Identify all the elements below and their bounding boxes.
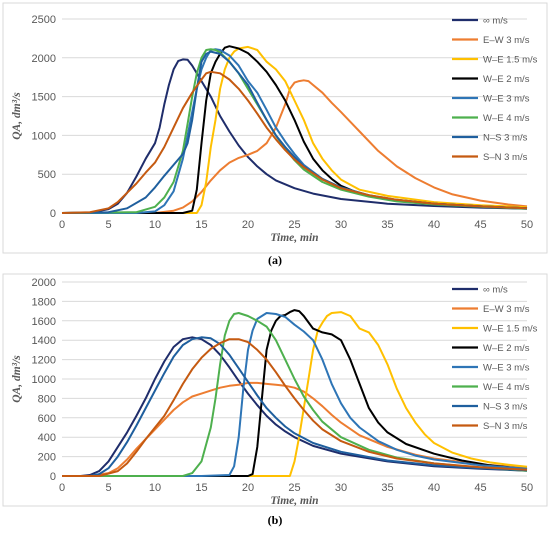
series-line-b-7 [62, 338, 528, 477]
legend-label-a-1: E–W 3 m/s [483, 35, 530, 46]
y-tick-label-a-1500: 1500 [32, 92, 56, 104]
x-tick-label-b-25: 25 [288, 482, 300, 494]
series-line-b-6 [62, 336, 528, 477]
legend-label-a-6: N–S 3 m/s [483, 133, 528, 144]
series-line-b-3 [62, 309, 528, 477]
series-line-a-7 [61, 70, 528, 214]
x-tick-label-b-40: 40 [428, 482, 440, 494]
legend-label-b-0: ∞ m/s [483, 285, 508, 296]
y-tick-label-a-1000: 1000 [32, 130, 56, 142]
legend-label-b-4: W–E 3 m/s [483, 363, 530, 374]
y-tick-label-a-0: 0 [50, 208, 56, 220]
y-tick-label-b-200: 200 [38, 452, 56, 464]
x-tick-label-a-5: 5 [105, 219, 111, 231]
series-line-b-2 [62, 311, 528, 477]
series-line-b-0 [62, 336, 528, 477]
legend-label-b-5: W–E 4 m/s [483, 382, 530, 393]
x-tick-label-a-35: 35 [381, 219, 393, 231]
y-tick-label-b-800: 800 [38, 393, 56, 405]
y-tick-label-b-600: 600 [38, 413, 56, 425]
series-line-b-5 [62, 312, 528, 477]
legend-label-b-2: W–E 1.5 m/s [483, 324, 538, 335]
x-tick-label-b-0: 0 [59, 482, 65, 494]
y-tick-label-b-1800: 1800 [32, 296, 56, 308]
chart-panel-a: 0 500 1000 1500 2000 2500 0 5 10 15 20 25 30 35 40 45 50… [2, 2, 548, 267]
y-tick-label-b-1600: 1600 [32, 316, 56, 328]
x-tick-label-a-0: 0 [59, 219, 65, 231]
legend-label-b-1: E–W 3 m/s [483, 304, 530, 315]
y-tick-label-b-400: 400 [38, 432, 56, 444]
x-axis-title-b: Time, min [270, 495, 318, 507]
legend-label-a-5: W–E 4 m/s [483, 113, 530, 124]
x-tick-label-b-35: 35 [381, 482, 393, 494]
y-tick-label-b-1400: 1400 [32, 335, 56, 347]
x-tick-label-b-15: 15 [195, 482, 207, 494]
x-tick-label-a-25: 25 [288, 219, 300, 231]
x-tick-label-b-50: 50 [521, 482, 533, 494]
x-tick-label-b-45: 45 [474, 482, 486, 494]
x-tick-label-b-20: 20 [242, 482, 254, 494]
x-axis-title-a: Time, min [270, 232, 318, 244]
x-tick-label-b-10: 10 [149, 482, 161, 494]
legend-label-a-2: W–E 1.5 m/s [483, 55, 538, 66]
y-tick-label-a-500: 500 [38, 169, 56, 181]
legend-label-b-6: N–S 3 m/s [483, 402, 528, 413]
x-tick-label-a-40: 40 [428, 219, 440, 231]
y-tick-label-b-0: 0 [50, 471, 56, 483]
y-tick-label-b-1200: 1200 [32, 355, 56, 367]
series-line-b-4 [62, 312, 528, 477]
y-tick-label-a-2000: 2000 [32, 53, 56, 65]
chart-panel-b: 0 200 400 600 800 1000 1200 1400 1600 1800 2000 0 5 1… [2, 273, 548, 527]
x-tick-label-a-50: 50 [521, 219, 533, 231]
x-tick-label-b-5: 5 [105, 482, 111, 494]
y-axis-title-b: QA, dm³/s [11, 355, 23, 403]
x-tick-label-a-15: 15 [195, 219, 207, 231]
legend-label-b-3: W–E 2 m/s [483, 343, 530, 354]
y-tick-label-b-2000: 2000 [32, 277, 56, 289]
panel-label-b: (b) [268, 513, 283, 527]
y-axis-title-a: QA, dm³/s [11, 92, 23, 140]
legend-label-b-7: S–N 3 m/s [483, 421, 528, 432]
x-tick-label-a-30: 30 [335, 219, 347, 231]
chart-frame-b [2, 273, 548, 507]
x-tick-label-a-20: 20 [242, 219, 254, 231]
x-tick-label-b-30: 30 [335, 482, 347, 494]
y-tick-label-b-1000: 1000 [32, 374, 56, 386]
legend-label-a-0: ∞ m/s [483, 16, 508, 27]
legend-label-a-3: W–E 2 m/s [483, 74, 530, 85]
panel-label-a: (a) [268, 253, 282, 267]
series-line-a-2 [62, 45, 528, 214]
x-tick-label-a-45: 45 [474, 219, 486, 231]
y-tick-label-a-2500: 2500 [32, 14, 56, 26]
legend-label-a-4: W–E 3 m/s [483, 94, 530, 105]
legend-label-a-7: S–N 3 m/s [483, 152, 528, 163]
x-tick-label-a-10: 10 [149, 219, 161, 231]
chart-frame-a [2, 2, 548, 254]
